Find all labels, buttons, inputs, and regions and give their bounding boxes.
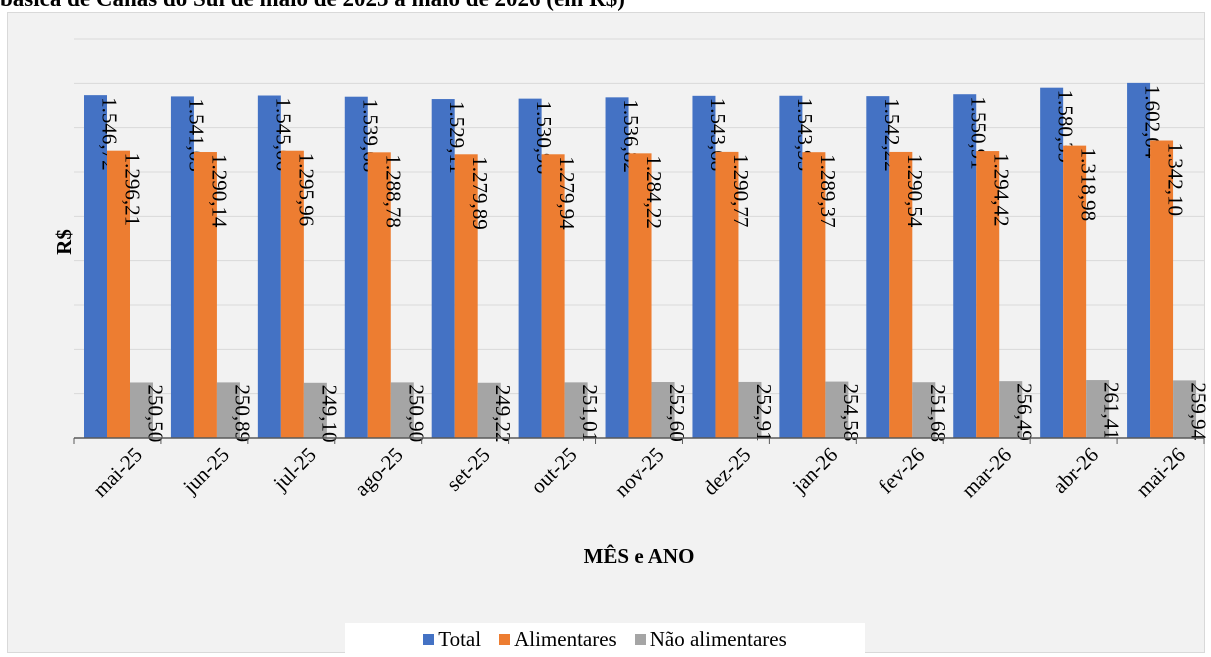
bar-2 bbox=[130, 382, 153, 438]
bar-value-label: 1.290,14 bbox=[207, 154, 231, 228]
bar-2 bbox=[477, 382, 501, 438]
bar-1 bbox=[976, 151, 1000, 438]
bar-0 bbox=[170, 96, 194, 438]
bar-1 bbox=[889, 151, 913, 438]
bar-2 bbox=[912, 382, 936, 438]
bar-value-label: 251,68 bbox=[926, 384, 950, 442]
bar-0 bbox=[779, 95, 803, 438]
bar-0 bbox=[518, 98, 542, 438]
bar-0 bbox=[953, 94, 977, 438]
bar-1 bbox=[193, 152, 217, 438]
bar-value-label: 249,10 bbox=[317, 385, 341, 443]
x-tick-label: mar-26 bbox=[957, 443, 1017, 503]
legend-swatch-total bbox=[423, 633, 435, 645]
chart-legend: Total Alimentares Não alimentares bbox=[345, 623, 865, 655]
x-tick-label: jul-25 bbox=[268, 443, 321, 496]
bar-value-label: 261,41 bbox=[1100, 382, 1124, 440]
bar-value-label: 254,58 bbox=[839, 384, 863, 442]
bar-0 bbox=[257, 95, 281, 438]
bar-value-label: 250,90 bbox=[404, 384, 428, 442]
bar-value-label: 1.294,42 bbox=[990, 153, 1014, 226]
bar-value-label: 1.279,94 bbox=[555, 156, 579, 230]
bar-1 bbox=[715, 151, 739, 438]
bar-1 bbox=[367, 152, 391, 438]
bar-2 bbox=[303, 382, 327, 438]
bar-2 bbox=[564, 382, 588, 438]
x-tick-label: mai-26 bbox=[1131, 443, 1190, 502]
legend-swatch-nao-alimentares bbox=[634, 633, 646, 645]
bar-value-label: 1.342,10 bbox=[1164, 143, 1188, 217]
legend-swatch-alimentares bbox=[499, 633, 511, 645]
bar-value-label: 1.296,21 bbox=[121, 153, 145, 227]
legend-label-total: Total bbox=[438, 626, 482, 651]
bar-value-label: 251,01 bbox=[578, 384, 602, 442]
bar-2 bbox=[390, 382, 414, 438]
bar-1 bbox=[541, 154, 565, 438]
bar-0 bbox=[605, 97, 629, 439]
bar-0 bbox=[866, 96, 890, 438]
x-tick-label: set-25 bbox=[441, 443, 494, 496]
bar-0 bbox=[84, 95, 107, 438]
bar-2 bbox=[651, 382, 675, 438]
legend-item-nao-alimentares: Não alimentares bbox=[634, 626, 787, 652]
y-axis-title: R$ bbox=[52, 229, 76, 255]
bar-2 bbox=[999, 381, 1023, 438]
bar-1 bbox=[280, 150, 304, 438]
bar-1 bbox=[454, 154, 478, 438]
x-tick-label: jun-25 bbox=[177, 443, 233, 499]
x-tick-label: nov-25 bbox=[609, 443, 668, 502]
bar-value-label: 259,94 bbox=[1187, 382, 1211, 440]
bar-value-label: 1.318,98 bbox=[1077, 148, 1101, 222]
bar-value-label: 250,89 bbox=[230, 384, 254, 442]
legend-item-alimentares: Alimentares bbox=[499, 627, 617, 652]
bar-value-label: 1.290,77 bbox=[729, 154, 753, 228]
bar-value-label: 1.279,89 bbox=[468, 156, 492, 230]
x-tick-label: fev-26 bbox=[874, 443, 930, 499]
bar-value-label: 249,22 bbox=[491, 385, 515, 443]
bar-value-label: 252,91 bbox=[752, 384, 776, 442]
bar-1 bbox=[802, 152, 826, 439]
bar-2 bbox=[216, 382, 240, 438]
legend-label-alimentares: Alimentares bbox=[514, 626, 617, 651]
bar-value-label: 1.288,78 bbox=[381, 154, 405, 228]
x-tick-label: jan-26 bbox=[787, 443, 843, 499]
legend-label-nao-alimentares: Não alimentares bbox=[649, 626, 787, 651]
x-tick-label: out-25 bbox=[526, 443, 582, 499]
x-tick-label: ago-25 bbox=[350, 443, 408, 501]
bar-value-label: 250,50 bbox=[144, 384, 168, 442]
bar-1 bbox=[1063, 145, 1087, 438]
bar-0 bbox=[1127, 82, 1151, 438]
x-axis-title: MÊS e ANO bbox=[584, 544, 695, 568]
bar-2 bbox=[738, 381, 762, 438]
bar-1 bbox=[628, 153, 652, 438]
bar-value-label: 256,49 bbox=[1013, 383, 1037, 441]
bar-2 bbox=[1086, 380, 1110, 438]
bar-value-label: 1.289,37 bbox=[816, 154, 840, 228]
bar-value-label: 1.284,22 bbox=[642, 155, 666, 229]
bar-value-label: 1.295,96 bbox=[294, 153, 318, 227]
x-tick-label: dez-25 bbox=[698, 443, 755, 500]
bar-1 bbox=[107, 150, 130, 438]
x-tick-label: abr-26 bbox=[1048, 443, 1103, 498]
bar-0 bbox=[431, 99, 455, 438]
bar-2 bbox=[825, 381, 849, 438]
x-tick-label: mai-25 bbox=[88, 443, 147, 502]
bar-value-label: 1.290,54 bbox=[903, 154, 927, 228]
bar-2 bbox=[1173, 380, 1197, 438]
legend-item-total: Total bbox=[423, 627, 481, 652]
bar-1 bbox=[1150, 140, 1174, 438]
bar-value-label: 252,60 bbox=[665, 384, 689, 442]
bar-0 bbox=[344, 96, 368, 438]
bar-0 bbox=[692, 95, 716, 438]
bar-0 bbox=[1040, 87, 1064, 439]
chart-title-fragment: básica de Canas do Sul de maio de 2025 a… bbox=[0, 0, 625, 12]
